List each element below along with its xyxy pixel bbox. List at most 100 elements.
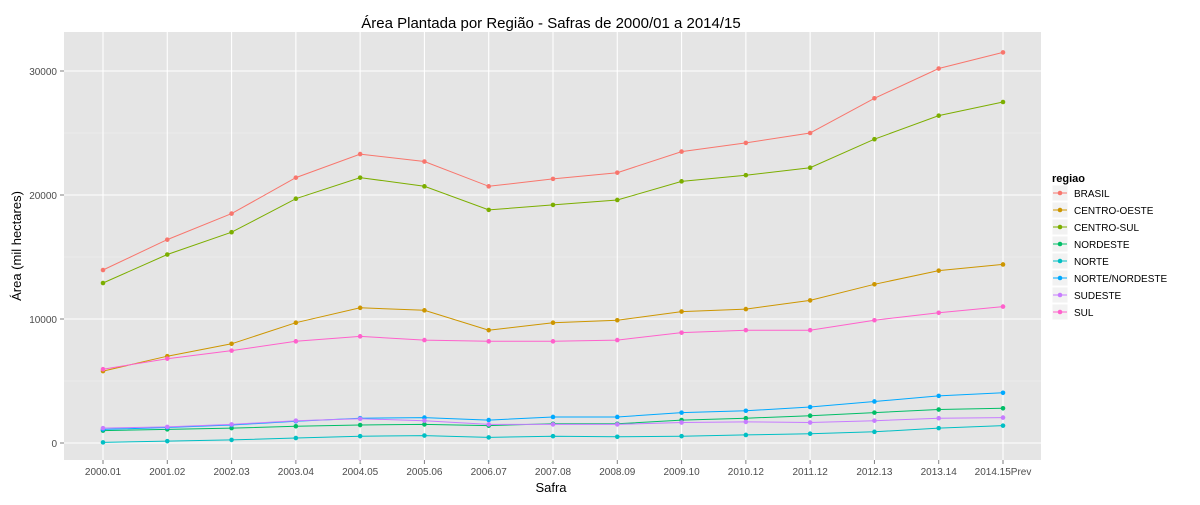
- x-tick-label: 2005.06: [406, 467, 443, 478]
- data-point-centro-oeste: [1000, 262, 1006, 267]
- legend-point-brasil: [1057, 190, 1063, 196]
- data-point-nordeste: [422, 422, 427, 427]
- data-point-centro-sul: [936, 113, 942, 118]
- data-point-centro-oeste: [807, 298, 813, 303]
- data-point-sudeste: [550, 422, 556, 427]
- data-point-norte-nordeste: [743, 408, 749, 414]
- data-point-centro-sul: [872, 136, 877, 142]
- x-tick-label: 2001.02: [149, 467, 186, 478]
- data-point-brasil: [743, 140, 749, 146]
- data-point-sul: [422, 337, 427, 343]
- data-point-sudeste: [807, 420, 813, 425]
- data-point-brasil: [872, 95, 877, 101]
- data-point-centro-oeste: [357, 305, 363, 311]
- data-point-brasil: [293, 175, 299, 180]
- data-point-nordeste: [936, 407, 942, 412]
- data-point-brasil: [936, 66, 942, 71]
- data-point-sudeste: [872, 418, 877, 423]
- x-tick-label: 2004.05: [342, 467, 379, 478]
- data-point-nordeste: [293, 423, 299, 429]
- x-tick-label: 2008.09: [599, 467, 636, 478]
- data-point-brasil: [679, 149, 684, 154]
- data-point-nordeste: [872, 410, 877, 415]
- data-point-norte: [164, 438, 170, 444]
- data-point-centro-sul: [100, 280, 106, 286]
- legend-point-sul: [1057, 309, 1063, 315]
- y-tick-label: 10000: [29, 315, 57, 326]
- data-point-centro-sul: [679, 179, 684, 184]
- x-tick-label: 2003.04: [278, 467, 315, 478]
- data-point-sudeste: [422, 418, 427, 423]
- data-point-centro-sul: [743, 172, 749, 178]
- data-point-centro-sul: [807, 165, 813, 171]
- data-point-brasil: [357, 151, 363, 157]
- data-point-centro-oeste: [872, 281, 877, 287]
- x-tick-label: 2006.07: [471, 467, 508, 478]
- data-point-centro-sul: [293, 196, 299, 202]
- data-point-brasil: [807, 130, 813, 136]
- data-point-norte-nordeste: [614, 414, 620, 420]
- data-point-centro-sul: [1000, 99, 1006, 105]
- data-point-norte-nordeste: [872, 399, 877, 404]
- data-point-centro-oeste: [614, 317, 620, 323]
- data-point-sudeste: [743, 419, 749, 425]
- data-point-sul: [486, 339, 492, 344]
- data-point-centro-oeste: [422, 308, 427, 313]
- legend-label-sul: SUL: [1074, 308, 1094, 319]
- data-point-centro-sul: [229, 229, 234, 235]
- data-point-brasil: [229, 211, 234, 216]
- x-tick-label: 2000.01: [85, 467, 122, 478]
- data-point-centro-sul: [357, 175, 363, 180]
- data-point-norte: [679, 433, 684, 439]
- x-tick-label: 2013.14: [921, 467, 958, 478]
- data-point-centro-sul: [486, 207, 492, 213]
- data-point-norte: [872, 429, 877, 435]
- data-point-norte-nordeste: [679, 410, 684, 415]
- legend-label-sudeste: SUDESTE: [1074, 291, 1122, 302]
- data-point-norte: [422, 433, 427, 438]
- data-point-norte-nordeste: [807, 404, 813, 410]
- legend-point-centro-sul: [1057, 224, 1063, 230]
- data-point-centro-oeste: [679, 309, 684, 314]
- data-point-sudeste: [486, 422, 492, 427]
- data-point-norte: [807, 431, 813, 437]
- data-point-norte-nordeste: [486, 417, 492, 423]
- data-point-centro-oeste: [293, 320, 299, 326]
- data-point-nordeste: [807, 413, 813, 419]
- data-point-sul: [550, 339, 556, 344]
- x-axis-title: Safra: [535, 480, 567, 495]
- series-lines: [100, 50, 1006, 445]
- x-tick-label: 2012.13: [856, 467, 893, 478]
- data-point-centro-sul: [422, 184, 427, 189]
- data-point-sudeste: [1000, 415, 1006, 420]
- data-point-sul: [293, 339, 299, 344]
- data-point-norte: [743, 432, 749, 438]
- data-point-sudeste: [357, 416, 363, 422]
- legend-point-norte-nordeste: [1057, 275, 1063, 281]
- data-point-centro-oeste: [550, 320, 556, 326]
- data-point-sul: [164, 356, 170, 361]
- data-point-sudeste: [293, 418, 299, 423]
- x-tick-label: 2014.15Prev: [975, 467, 1032, 478]
- data-point-centro-sul: [550, 202, 556, 208]
- data-point-centro-oeste: [229, 341, 234, 347]
- x-tick-label: 2009.10: [663, 467, 700, 478]
- data-point-nordeste: [1000, 405, 1006, 411]
- data-point-norte: [614, 434, 620, 440]
- grid-lines: [64, 32, 1041, 460]
- data-point-norte: [229, 437, 234, 443]
- data-point-centro-sul: [614, 197, 620, 203]
- legend-label-nordeste: NORDESTE: [1074, 240, 1130, 251]
- legend-label-brasil: BRASIL: [1074, 189, 1110, 200]
- data-point-brasil: [1000, 50, 1006, 55]
- data-point-norte: [550, 433, 556, 439]
- x-tick-label: 2010.12: [728, 467, 765, 478]
- data-point-sul: [872, 317, 877, 323]
- x-axis: 2000.01 2001.02 2002.03 2003.04 2004.05 2005.…: [85, 460, 1031, 478]
- x-tick-label: 2007.08: [535, 467, 572, 478]
- data-point-norte: [100, 440, 106, 445]
- data-point-norte: [357, 433, 363, 439]
- data-point-norte-nordeste: [936, 393, 942, 399]
- data-point-brasil: [486, 184, 492, 189]
